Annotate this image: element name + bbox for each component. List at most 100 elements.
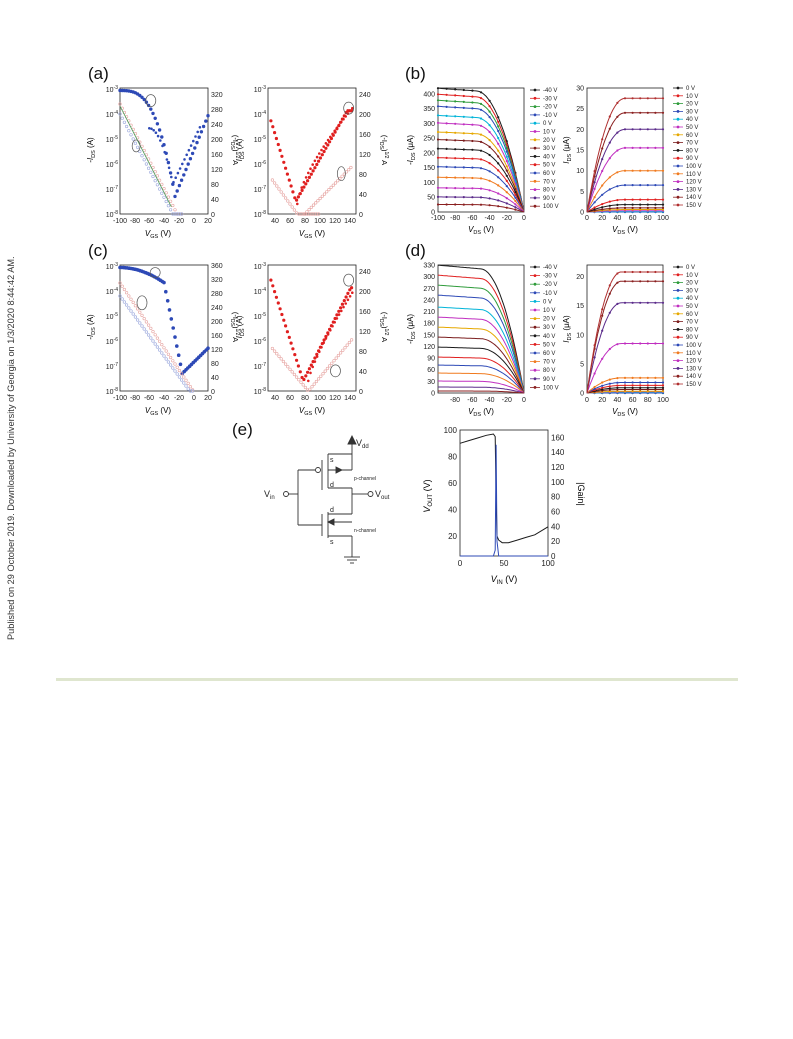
output-point: [593, 201, 596, 204]
ytick-label: 0: [431, 391, 435, 398]
e-y2tick-label: 80: [551, 493, 560, 502]
sqrt-rise-point: [340, 174, 344, 178]
output-point: [623, 390, 627, 393]
sqrt-point: [327, 364, 332, 368]
output-point: [639, 390, 642, 393]
red-log-point: [320, 153, 324, 157]
a-right-ytick-1: 10-4: [254, 110, 266, 119]
legend-marker: [533, 265, 537, 269]
output-point: [436, 93, 440, 96]
blue-log-point: [179, 178, 184, 182]
output-point: [646, 386, 649, 389]
sqrt-point: [118, 281, 122, 285]
output-point: [646, 384, 649, 387]
a-right-ytick-3: 10-6: [254, 160, 266, 169]
red-log-branch-point: [307, 171, 310, 175]
blue-log-point: [182, 173, 186, 177]
sqrt-point: [166, 352, 170, 356]
legend-marker: [676, 195, 680, 199]
legend-label: 130 V: [686, 366, 702, 372]
b-left-legend: -40 V -30 V -20 V -10 V 0 V 10 V 20 V 30 V 40 V 5…: [530, 88, 559, 210]
legend-label: 10 V: [543, 130, 555, 136]
red-log-point: [296, 195, 301, 199]
output-point: [436, 156, 440, 159]
blue-log-point: [165, 298, 170, 303]
output-point: [639, 376, 642, 379]
output-point: [639, 203, 642, 206]
output-point: [488, 116, 491, 119]
blue-log-point: [188, 156, 193, 161]
output-point: [454, 115, 457, 118]
blue-log-branch-point: [161, 144, 164, 148]
output-point: [479, 158, 483, 161]
sqrt-point: [303, 385, 307, 390]
legend-label: 90 V: [686, 156, 698, 162]
sqrt-rise-point: [307, 208, 311, 212]
output-curve: [437, 356, 525, 394]
output-point: [654, 128, 657, 131]
blue-log-point: [142, 97, 146, 102]
sqrt-rise-point: [305, 210, 309, 214]
c-right-y2tick-1: 40: [359, 369, 367, 376]
red-log-branch-point: [333, 129, 336, 133]
red-log-branch-point: [351, 291, 354, 295]
red-log-branch-point: [298, 192, 301, 196]
output-point: [436, 99, 440, 102]
legend-label: 80 V: [543, 368, 555, 374]
output-point: [646, 376, 649, 379]
sqrt-rise-point: [314, 201, 318, 205]
c-left-xtick-1: -80: [130, 395, 140, 402]
sqrt-rise-point: [303, 212, 307, 216]
legend-marker: [676, 265, 680, 269]
legend-marker: [533, 368, 537, 372]
ytick-label: 90: [427, 356, 435, 363]
legend-marker: [676, 149, 680, 152]
d-right-data-marks: [586, 270, 665, 395]
sqrt-branch-point: [118, 112, 122, 116]
legend-marker: [676, 320, 680, 323]
sqrt-point: [288, 202, 292, 206]
sqrt-branch-point: [122, 120, 127, 124]
red-log-point: [285, 172, 290, 176]
plot-a-left-svg: 10-3 10-4 10-5 10-6 10-7 10-8 0 40 80 12…: [86, 85, 240, 240]
legend-marker: [676, 102, 680, 105]
output-point: [661, 280, 665, 283]
output-point: [505, 191, 508, 194]
legend-marker: [676, 94, 680, 98]
sqrt-rise-point: [309, 205, 313, 209]
sqrt-point: [149, 326, 153, 330]
output-point: [462, 100, 465, 103]
sqrt-branch-point: [160, 191, 164, 195]
red-log-branch-point: [304, 176, 308, 179]
a-right-y2tick-2: 80: [359, 172, 367, 179]
output-point: [654, 384, 657, 387]
output-point: [631, 386, 634, 389]
output-point: [661, 388, 665, 391]
output-point: [479, 133, 483, 136]
c-right-ylabel: IDS (A): [235, 315, 246, 338]
output-point: [505, 155, 508, 158]
legend-label: 50 V: [686, 304, 698, 310]
output-point: [488, 139, 491, 142]
sqrt-branch-point: [175, 212, 179, 216]
output-point: [639, 198, 642, 201]
sqrt-branch-point: [173, 212, 177, 216]
legend-label: 100 V: [543, 385, 559, 391]
legend-marker: [676, 312, 680, 316]
output-point: [497, 205, 500, 208]
blue-log-point: [186, 162, 190, 166]
sqrt-point: [160, 342, 164, 347]
red-log-branch-point: [344, 115, 347, 118]
c-left-y2tick: 120: [211, 347, 223, 354]
c-left-ytick-2: 10-5: [106, 312, 118, 321]
blue-log-branch-point: [163, 150, 166, 154]
sqrt-branch-point: [164, 357, 168, 361]
e-ytick-label: 60: [448, 479, 457, 488]
sqrt-branch-point: [140, 154, 144, 158]
b-right-legend: 0 V 10 V 20 V30 V 40 V 50 V 60 V 70 V80 V 90 V 1…: [673, 86, 702, 209]
red-log-branch-point: [335, 126, 339, 130]
sqrt-point: [118, 102, 122, 106]
c-left-xlabel: VGS (V): [145, 406, 172, 417]
legend-label: 100 V: [686, 343, 702, 349]
c-left-data-marks: [118, 265, 210, 393]
